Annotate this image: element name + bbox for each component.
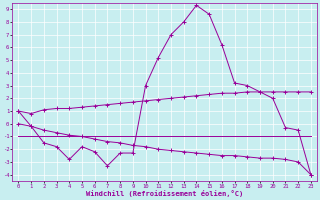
X-axis label: Windchill (Refroidissement éolien,°C): Windchill (Refroidissement éolien,°C) [86,190,243,197]
